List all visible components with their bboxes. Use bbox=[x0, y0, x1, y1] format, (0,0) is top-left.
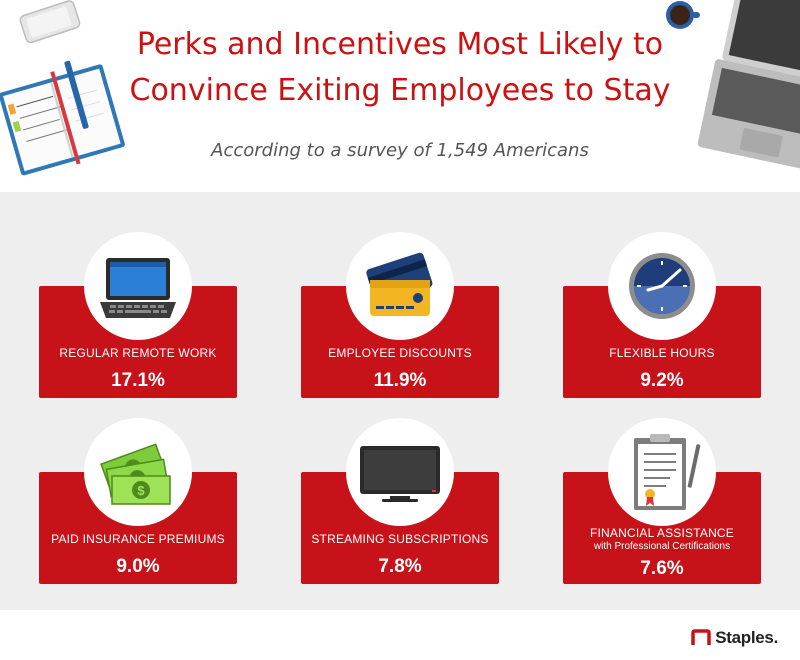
staples-logo: Staples. bbox=[691, 628, 778, 648]
icon-circle: $ bbox=[84, 418, 192, 526]
laptop-icon bbox=[100, 258, 176, 318]
credit-card-icon bbox=[366, 252, 433, 316]
money-icon: $ bbox=[100, 443, 171, 505]
svg-text:$: $ bbox=[137, 483, 145, 498]
phone-icon bbox=[19, 0, 81, 44]
icon-circle bbox=[346, 418, 454, 526]
coffee-cup-icon bbox=[666, 1, 700, 29]
page-title: Perks and Incentives Most Likely to Conv… bbox=[0, 22, 800, 114]
tv-icon bbox=[360, 446, 440, 502]
brand-name: Staples. bbox=[715, 628, 778, 647]
laptop-decoration-icon bbox=[697, 0, 800, 170]
perk-label: STREAMING SUBSCRIPTIONS bbox=[311, 532, 489, 546]
perk-label: FINANCIAL ASSISTANCE bbox=[589, 526, 735, 540]
perk-value: 7.8% bbox=[378, 556, 422, 577]
icon-circle bbox=[346, 232, 454, 340]
perk-label: EMPLOYEE DISCOUNTS bbox=[328, 346, 472, 360]
clock-icon bbox=[629, 253, 695, 319]
title-line-1: Perks and Incentives Most Likely to bbox=[136, 27, 664, 62]
perk-label: FLEXIBLE HOURS bbox=[609, 346, 715, 360]
icon-circle bbox=[84, 232, 192, 340]
perk-label: PAID INSURANCE PREMIUMS bbox=[51, 532, 225, 546]
title-line-2: Convince Exiting Employees to Stay bbox=[129, 73, 671, 108]
perk-label: REGULAR REMOTE WORK bbox=[59, 346, 217, 360]
certificate-clipboard-icon bbox=[634, 434, 701, 510]
perk-value: 9.0% bbox=[116, 556, 160, 577]
perk-value: 7.6% bbox=[640, 558, 684, 579]
perk-value: 9.2% bbox=[640, 370, 684, 391]
header: Perks and Incentives Most Likely to Conv… bbox=[0, 0, 800, 192]
perk-sublabel: with Professional Certifications bbox=[593, 541, 731, 552]
icon-circle bbox=[608, 232, 716, 340]
perk-value: 17.1% bbox=[111, 370, 165, 391]
perk-value: 11.9% bbox=[373, 370, 427, 391]
page-subtitle: According to a survey of 1,549 Americans bbox=[211, 140, 589, 161]
staples-logo-icon bbox=[691, 629, 711, 645]
notebook-icon bbox=[0, 60, 125, 176]
icon-circle bbox=[608, 418, 716, 526]
footer: Staples. bbox=[0, 610, 800, 660]
